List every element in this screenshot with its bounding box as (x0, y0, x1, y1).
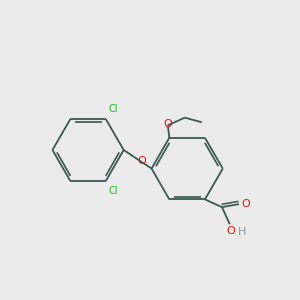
Text: O: O (226, 226, 235, 236)
Text: O: O (164, 119, 172, 129)
Text: Cl: Cl (109, 103, 118, 114)
Text: O: O (137, 156, 146, 166)
Text: O: O (242, 199, 250, 209)
Text: H: H (238, 227, 246, 237)
Text: Cl: Cl (109, 186, 118, 197)
